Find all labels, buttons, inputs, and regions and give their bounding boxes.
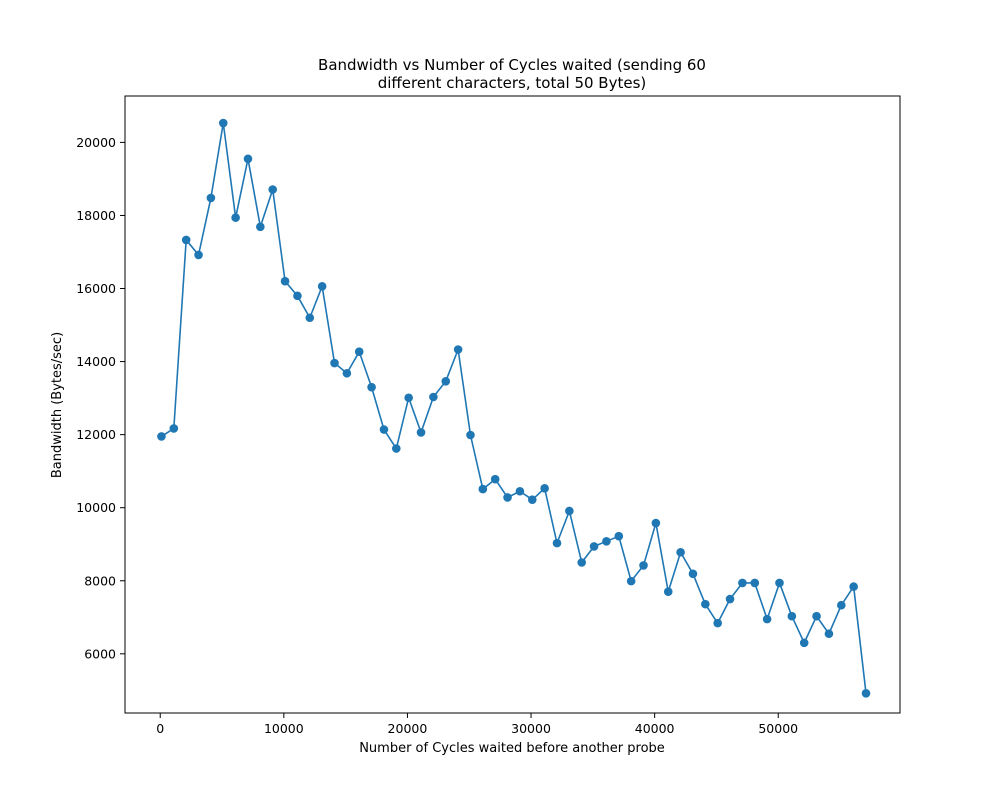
data-point xyxy=(527,495,537,504)
data-point xyxy=(367,382,376,392)
x-tick-label: 0 xyxy=(156,721,164,736)
x-tick-label: 10000 xyxy=(264,721,304,736)
x-axis-label: Number of Cycles waited before another p… xyxy=(359,741,665,756)
data-point xyxy=(268,185,278,194)
data-point xyxy=(812,611,821,621)
data-point xyxy=(849,582,858,591)
y-tick-label: 16000 xyxy=(76,281,116,296)
data-point xyxy=(181,235,191,245)
data-point xyxy=(651,518,661,528)
data-point xyxy=(552,538,562,548)
data-point xyxy=(206,193,216,203)
x-tick-label: 40000 xyxy=(635,721,675,736)
x-tick-label: 30000 xyxy=(511,721,551,736)
data-point xyxy=(701,599,710,609)
data-point xyxy=(305,313,315,323)
data-point xyxy=(218,118,228,128)
chart-title-line-1: Bandwidth vs Number of Cycles waited (se… xyxy=(318,56,706,74)
data-point xyxy=(342,368,352,378)
data-point xyxy=(404,393,413,403)
data-point xyxy=(441,377,451,386)
data-point xyxy=(429,392,438,402)
data-point xyxy=(738,578,747,588)
x-tick-label: 50000 xyxy=(758,721,798,736)
y-tick-label: 6000 xyxy=(84,646,116,661)
data-point xyxy=(466,430,475,440)
y-tick-label: 10000 xyxy=(76,500,116,515)
chart-title-line-2: different characters, total 50 Bytes) xyxy=(378,74,647,92)
data-point xyxy=(836,600,846,610)
data-point xyxy=(725,594,735,604)
data-point xyxy=(799,638,809,648)
data-point xyxy=(392,444,401,453)
data-point xyxy=(861,688,871,698)
data-point xyxy=(540,484,549,493)
data-point xyxy=(762,614,772,624)
data-point xyxy=(515,486,525,496)
ticks-layer: 0 10000 20000 30000 40000 50000 6000 8000 10000 1… xyxy=(76,135,798,736)
data-point xyxy=(775,578,784,588)
data-point xyxy=(750,578,760,588)
data-point xyxy=(453,345,463,354)
data-point xyxy=(256,222,265,232)
data-point xyxy=(157,432,166,441)
series-line xyxy=(161,122,867,694)
y-axis-label: Bandwidth (Bytes/sec) xyxy=(50,332,65,478)
data-point xyxy=(293,291,302,301)
data-point xyxy=(169,424,179,433)
y-tick-label: 8000 xyxy=(84,573,116,588)
y-tick-label: 14000 xyxy=(76,354,116,369)
data-point xyxy=(478,484,488,494)
data-point xyxy=(194,250,203,260)
data-point xyxy=(231,213,240,222)
data-point xyxy=(663,587,673,597)
data-point xyxy=(330,358,339,368)
data-point xyxy=(577,558,587,567)
y-tick-label: 20000 xyxy=(76,135,116,150)
data-point xyxy=(589,542,599,551)
data-point xyxy=(354,347,364,357)
data-point xyxy=(379,425,389,434)
plot-frame xyxy=(124,95,901,714)
data-point xyxy=(824,629,834,639)
data-point xyxy=(503,493,512,502)
data-point xyxy=(243,154,253,164)
data-point xyxy=(614,531,624,541)
data-point xyxy=(626,576,636,586)
data-point xyxy=(416,428,426,437)
y-tick-label: 12000 xyxy=(76,427,116,442)
data-point xyxy=(639,561,648,570)
data-point xyxy=(602,537,611,546)
data-point xyxy=(787,611,797,621)
data-point xyxy=(676,547,685,557)
x-tick-label: 20000 xyxy=(388,721,428,736)
data-point xyxy=(713,618,722,628)
data-point xyxy=(688,569,698,579)
data-point xyxy=(317,282,327,291)
data-point xyxy=(565,506,574,516)
y-tick-label: 18000 xyxy=(76,208,116,223)
data-point xyxy=(280,276,290,286)
data-point xyxy=(490,474,500,484)
plot-layer xyxy=(157,118,871,698)
